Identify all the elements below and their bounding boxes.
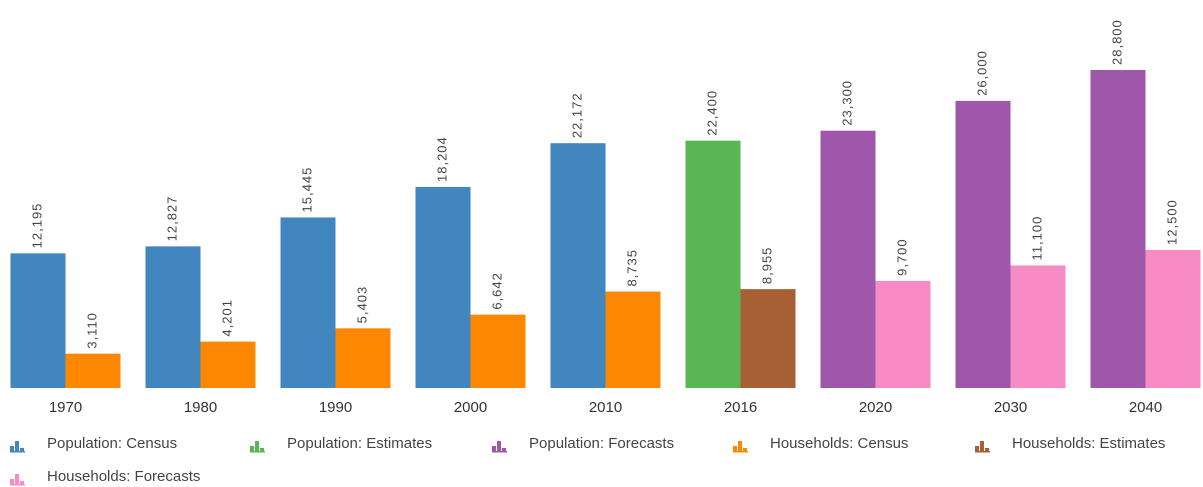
legend-icon xyxy=(260,448,264,451)
legend-icon xyxy=(250,446,254,451)
bar xyxy=(1010,265,1066,388)
x-tick-label: 2040 xyxy=(1129,399,1162,416)
data-label: 12,195 xyxy=(29,203,44,249)
legend-icon xyxy=(497,441,501,451)
legend-label: Households: Census xyxy=(770,435,908,452)
legend-item: Population: Forecasts xyxy=(492,435,674,453)
bar xyxy=(875,280,931,388)
data-label: 22,400 xyxy=(704,90,719,136)
legend-icon xyxy=(492,446,496,451)
legend-icon xyxy=(733,446,737,451)
legend-item: Population: Census xyxy=(10,435,177,453)
legend-icon xyxy=(975,446,979,451)
legend-icon xyxy=(743,448,747,451)
x-tick-label: 1990 xyxy=(319,399,352,416)
bar xyxy=(470,314,526,388)
bar xyxy=(415,186,471,388)
legend-icon xyxy=(975,451,990,453)
bar xyxy=(280,217,336,388)
bar xyxy=(955,100,1011,389)
legend-icon xyxy=(255,441,259,451)
data-label: 8,735 xyxy=(624,249,639,287)
x-tick-label: 2030 xyxy=(994,399,1027,416)
bar xyxy=(820,130,876,388)
legend-icon xyxy=(980,441,984,451)
data-label: 15,445 xyxy=(299,167,314,213)
x-tick-label: 1980 xyxy=(184,399,217,416)
data-label: 8,955 xyxy=(759,247,774,285)
legend-label: Population: Forecasts xyxy=(529,435,674,452)
bar xyxy=(1090,70,1146,388)
data-label: 9,700 xyxy=(894,238,909,276)
legend-icon xyxy=(10,484,25,486)
legend-label: Population: Census xyxy=(47,435,177,452)
data-label: 28,800 xyxy=(1109,19,1124,65)
legend-label: Households: Forecasts xyxy=(47,468,200,485)
legend-icon xyxy=(250,451,265,453)
x-tick-label: 2020 xyxy=(859,399,892,416)
legend-item: Population: Estimates xyxy=(250,435,432,453)
bar xyxy=(335,328,391,388)
x-tick-label: 1970 xyxy=(49,399,82,416)
legend-icon xyxy=(10,446,14,451)
data-label: 6,642 xyxy=(489,272,504,310)
legend-label: Population: Estimates xyxy=(287,435,432,452)
bar xyxy=(605,291,661,388)
bar xyxy=(10,253,66,388)
legend-icon xyxy=(15,441,19,451)
legend-icon xyxy=(20,448,24,451)
bar xyxy=(200,341,256,388)
legend-icon xyxy=(20,481,24,484)
legend-icon xyxy=(502,448,506,451)
data-label: 3,110 xyxy=(84,312,99,349)
legend-item: Households: Estimates xyxy=(975,435,1165,453)
data-label: 5,403 xyxy=(354,286,369,324)
legend-item: Households: Census xyxy=(733,435,908,453)
bar xyxy=(685,140,741,388)
bar xyxy=(550,143,606,388)
data-label: 12,827 xyxy=(164,196,179,242)
legend-icon xyxy=(985,448,989,451)
x-tick-label: 2010 xyxy=(589,399,622,416)
bar xyxy=(740,289,796,388)
data-label: 26,000 xyxy=(974,50,989,96)
legend-icon xyxy=(10,479,14,484)
data-label: 23,300 xyxy=(839,80,854,126)
legend-icon xyxy=(15,474,19,484)
data-label: 12,500 xyxy=(1164,199,1179,245)
bar xyxy=(145,246,201,388)
x-tick-label: 2016 xyxy=(724,399,757,416)
legend-icon xyxy=(733,451,748,453)
legend-icon xyxy=(10,451,25,453)
data-label: 22,172 xyxy=(569,92,584,138)
bar xyxy=(1145,249,1201,388)
legend-item: Households: Forecasts xyxy=(10,468,200,486)
data-label: 18,204 xyxy=(434,136,449,182)
legend-icon xyxy=(492,451,507,453)
bar xyxy=(65,353,121,388)
data-label: 11,100 xyxy=(1029,216,1044,261)
x-tick-label: 2000 xyxy=(454,399,487,416)
legend-icon xyxy=(738,441,742,451)
legend-label: Households: Estimates xyxy=(1012,435,1165,452)
data-label: 4,201 xyxy=(219,299,234,337)
